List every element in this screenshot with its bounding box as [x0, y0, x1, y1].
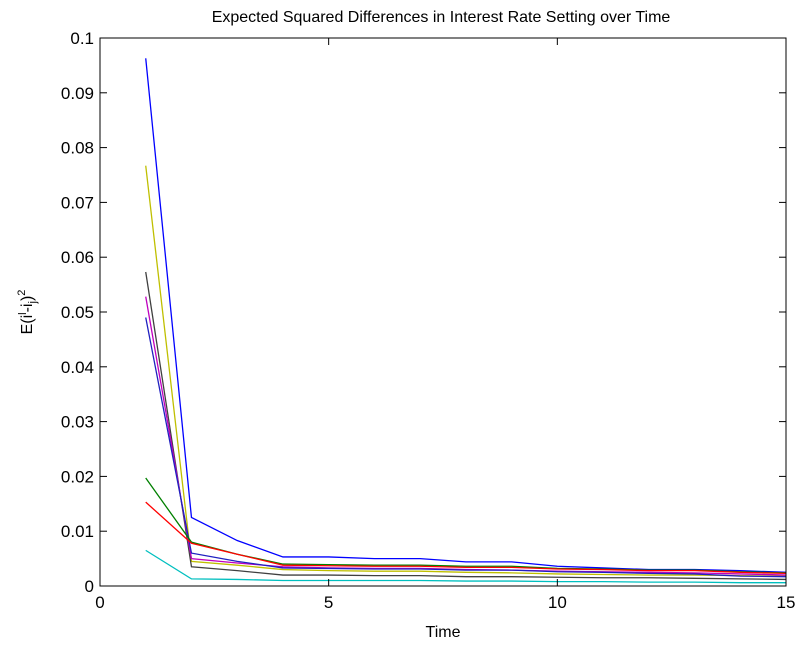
y-label-end: ) [19, 296, 36, 301]
series-line-2 [145, 165, 787, 577]
y-label-sup2: 2 [16, 290, 28, 296]
y-tick-label: 0.05 [61, 303, 94, 322]
plot-lines [145, 58, 787, 584]
series-line-1 [145, 58, 787, 573]
y-label-base: E(i [19, 315, 36, 335]
plot-frame [99, 37, 787, 587]
y-label-sub: j [27, 301, 39, 304]
y-tick-label: 0 [85, 577, 94, 596]
y-tick-label: 0.06 [61, 248, 94, 267]
y-label-mid: -i [19, 304, 36, 313]
series-line-3 [145, 271, 787, 581]
series-line-6 [145, 477, 787, 574]
y-tick-label: 0.01 [61, 522, 94, 541]
x-axis-label: Time [426, 624, 461, 641]
x-tick-label: 0 [95, 593, 104, 612]
series-line-4 [145, 296, 787, 576]
y-tick-label: 0.09 [61, 84, 94, 103]
y-axis-ticks: 0 0.01 0.02 0.03 0.04 0.05 0.06 0.07 0.08 0.09 0.1 [61, 29, 786, 596]
series-line-5 [145, 317, 787, 578]
x-tick-label: 5 [324, 593, 333, 612]
series-line-8 [145, 549, 786, 584]
y-tick-label: 0.02 [61, 467, 94, 486]
x-tick-label: 15 [777, 593, 796, 612]
y-label-sup1: l [17, 312, 29, 314]
y-tick-label: 0.08 [61, 139, 94, 158]
y-tick-label: 0.03 [61, 413, 94, 432]
chart-title: Expected Squared Differences in Interest… [212, 9, 671, 26]
x-tick-label: 10 [548, 593, 567, 612]
x-axis-ticks: 0 5 10 15 [95, 38, 795, 612]
series-line-7 [145, 501, 787, 575]
y-axis-label: E(il-ij)2 [16, 290, 39, 335]
y-tick-label: 0.1 [70, 29, 94, 48]
y-tick-label: 0.04 [61, 358, 94, 377]
y-tick-label: 0.07 [61, 193, 94, 212]
